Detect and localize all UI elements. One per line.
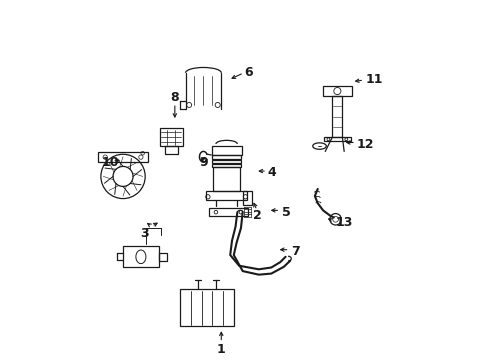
Bar (213, 167, 240, 191)
Bar (332, 96, 342, 137)
Bar (212, 159, 241, 163)
Bar (212, 164, 241, 167)
Text: 6: 6 (244, 66, 253, 79)
Bar (205, 191, 246, 200)
Text: 12: 12 (356, 138, 374, 151)
Bar (323, 137, 350, 141)
Bar (211, 146, 241, 155)
Text: 8: 8 (170, 91, 179, 104)
Bar (160, 128, 183, 147)
Text: 5: 5 (282, 206, 290, 219)
Bar (212, 156, 241, 159)
Text: 11: 11 (365, 73, 383, 86)
Bar (123, 247, 159, 267)
Text: 3: 3 (140, 227, 148, 240)
Bar (243, 192, 251, 205)
Text: 1: 1 (217, 343, 225, 356)
Text: 7: 7 (290, 245, 299, 258)
Text: 10: 10 (102, 156, 119, 168)
Text: 2: 2 (252, 209, 261, 222)
Text: 4: 4 (267, 166, 276, 179)
Bar (159, 252, 166, 261)
Bar (208, 208, 247, 216)
Bar (98, 152, 148, 162)
Bar (323, 86, 351, 96)
Bar (164, 147, 177, 154)
Bar (180, 289, 233, 327)
Text: 9: 9 (200, 156, 208, 168)
Text: 13: 13 (335, 216, 352, 229)
